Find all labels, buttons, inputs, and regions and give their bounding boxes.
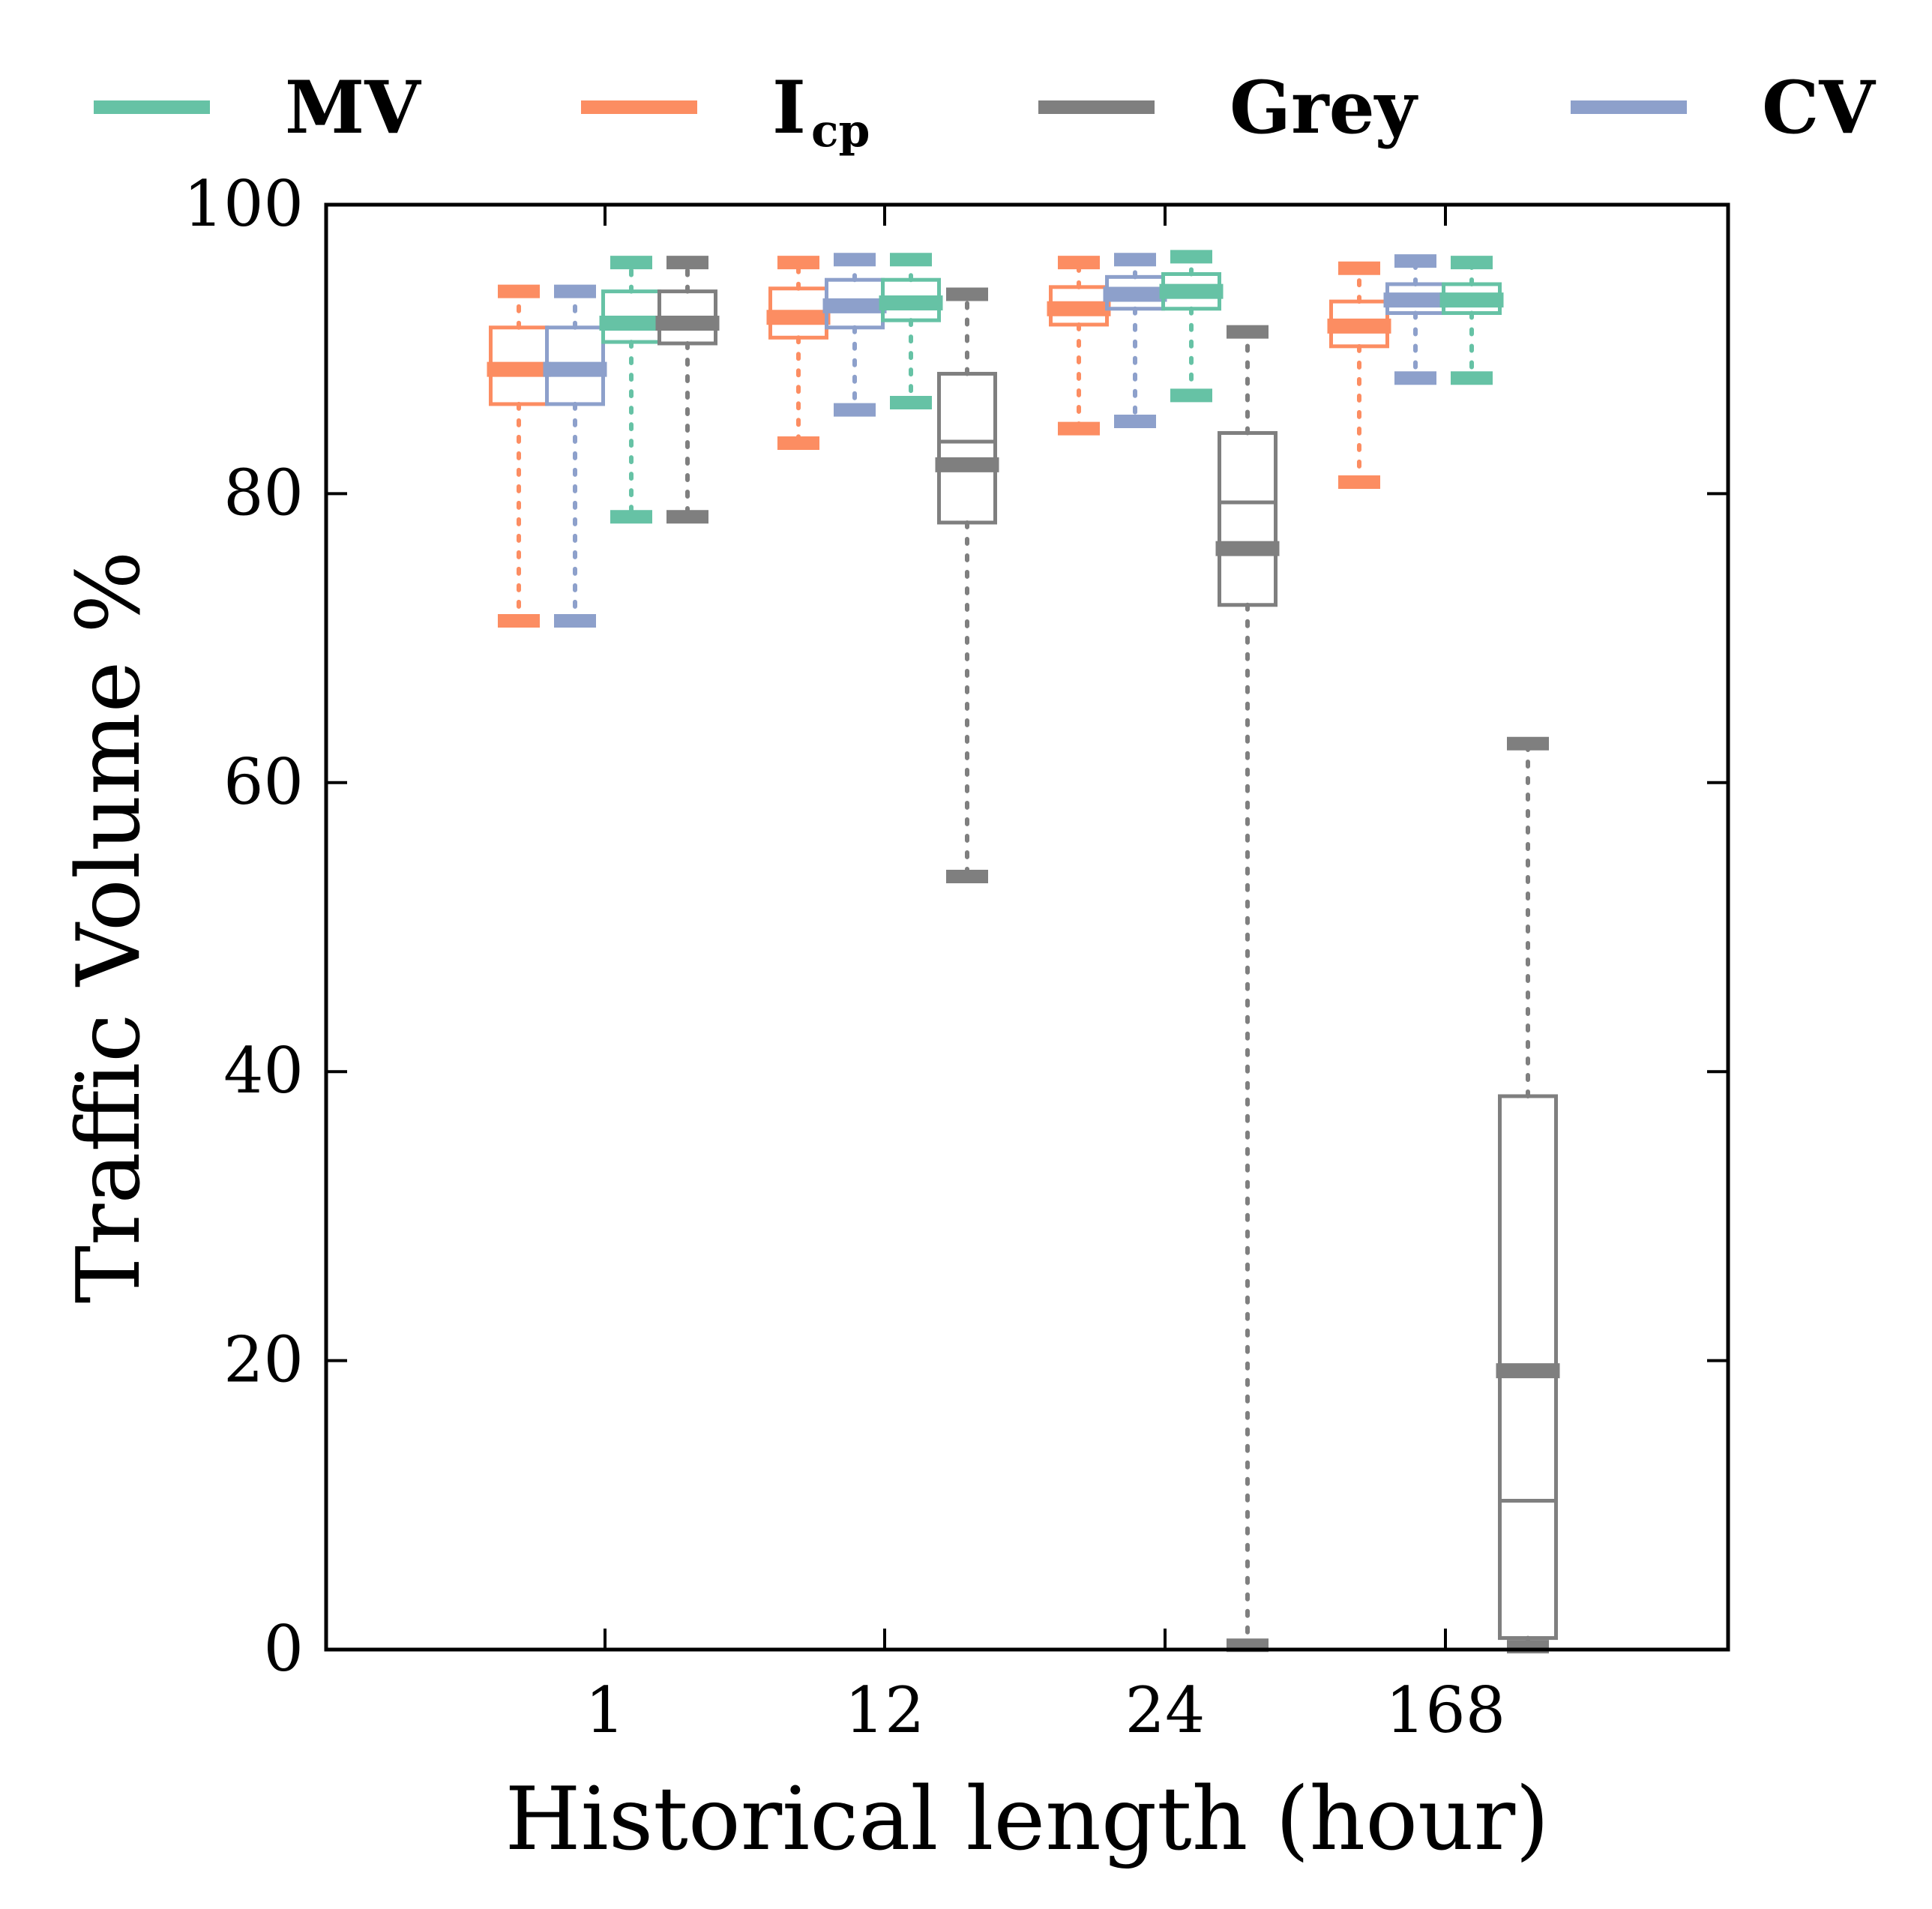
x-tick-label: 12 (845, 1674, 925, 1747)
box-Icp-168 (1327, 261, 1391, 489)
legend-sub-Icp: cp (811, 105, 870, 157)
y-tick-label: 100 (184, 167, 304, 241)
box-CV-24 (1103, 253, 1167, 429)
box-MV-24 (1159, 250, 1224, 403)
legend-label-Icp: I (772, 65, 806, 150)
iqr-box (1218, 430, 1278, 607)
legend-label-CV: CV (1762, 65, 1876, 150)
x-tick-label: 1 (585, 1674, 625, 1747)
y-axis: 0 20 40 60 80 100 (184, 167, 1728, 1686)
box-MV-12 (879, 253, 943, 409)
box-MV-168 (1439, 256, 1504, 385)
box-Icp-24 (1047, 256, 1111, 436)
y-tick-label: 60 (223, 745, 304, 819)
box-Icp-1 (487, 284, 551, 628)
y-axis-title: Traffic Volume % (58, 551, 160, 1304)
x-axis-title: Historical length (hour) (505, 1769, 1549, 1870)
y-tick-label: 40 (223, 1034, 304, 1107)
y-tick-label: 20 (223, 1323, 304, 1397)
y-tick-label: 80 (223, 456, 304, 529)
box-Icp-12 (766, 256, 831, 450)
x-tick-label: 24 (1125, 1674, 1206, 1747)
box-Grey-168 (1496, 736, 1560, 1654)
box-Grey-12 (935, 287, 999, 884)
x-tick-label: 168 (1385, 1674, 1505, 1747)
box-Grey-24 (1215, 325, 1280, 1653)
legend-label-Grey: Grey (1230, 65, 1419, 150)
box-CV-12 (822, 253, 887, 417)
box-MV-1 (599, 256, 663, 524)
plot-frame (324, 202, 1730, 1652)
legend-label-MV: MV (285, 65, 421, 150)
box-CV-168 (1383, 254, 1448, 385)
box-Grey-1 (655, 256, 720, 524)
box-plot-area (487, 250, 1560, 1654)
y-tick-label: 0 (264, 1612, 304, 1686)
box-CV-1 (543, 284, 607, 628)
iqr-box (937, 371, 997, 525)
x-axis: 1 12 24 168 (585, 205, 1505, 1747)
